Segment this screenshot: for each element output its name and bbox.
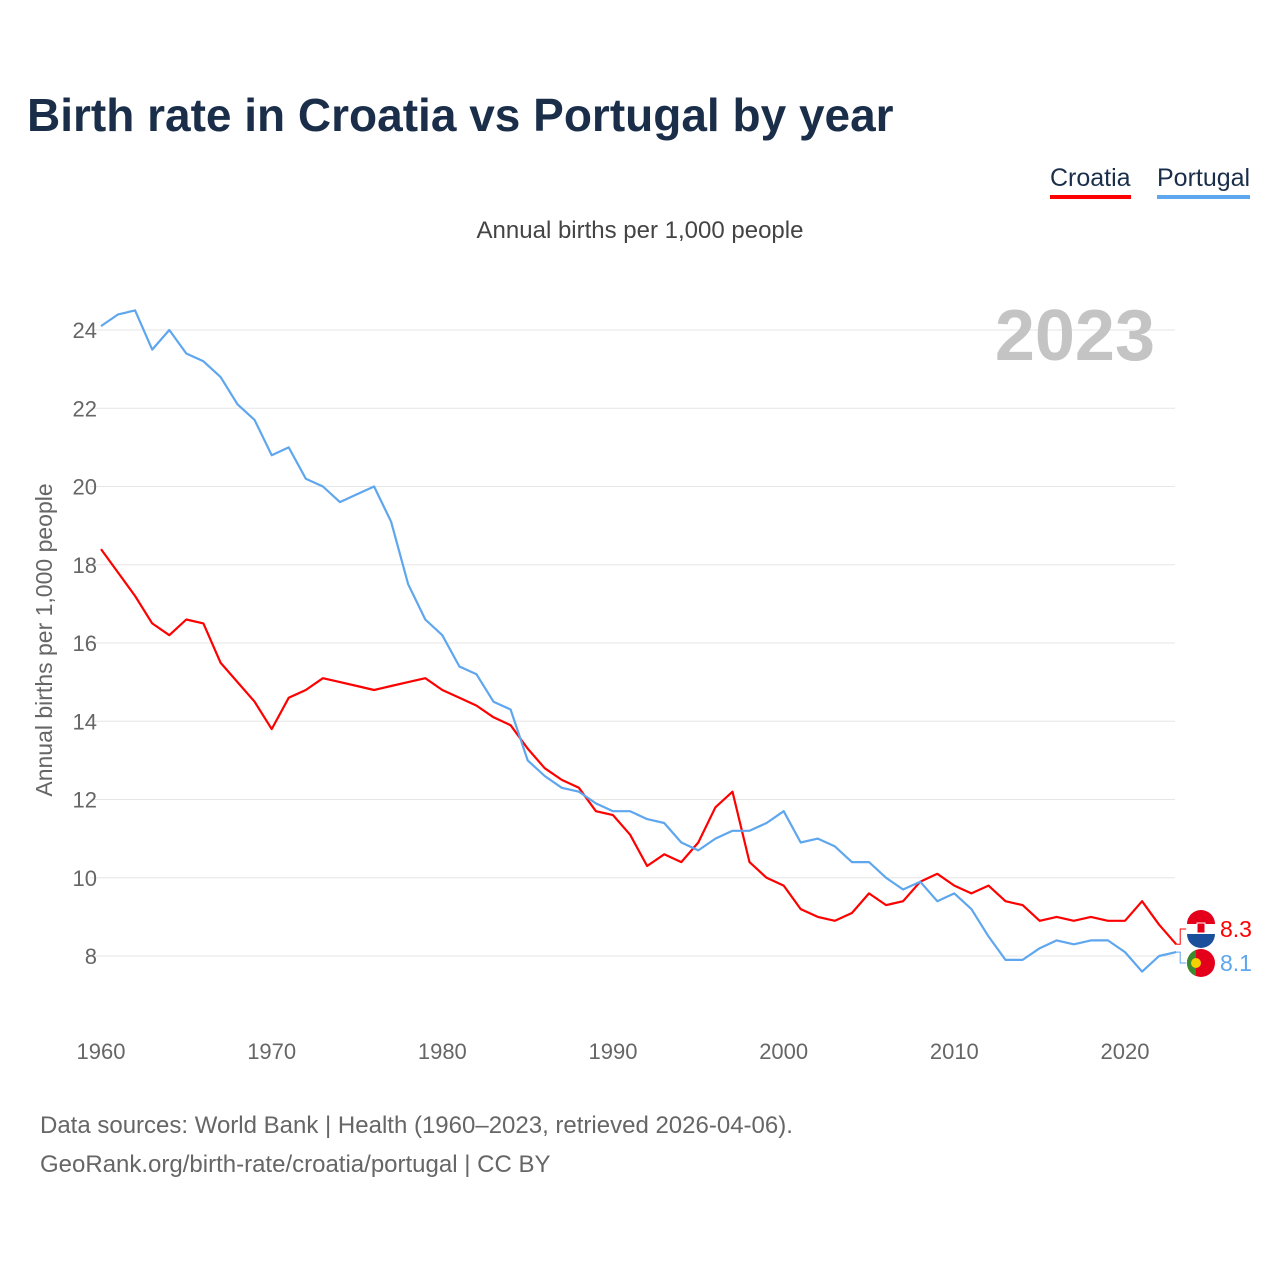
x-tick-label: 1990 [589, 1039, 638, 1064]
y-tick-label: 22 [73, 396, 97, 421]
y-tick-label: 20 [73, 475, 97, 500]
footer: Data sources: World Bank | Health (1960–… [40, 1106, 793, 1184]
x-tick-label: 2000 [759, 1039, 808, 1064]
footer-link[interactable]: GeoRank.org/birth-rate/croatia/portugal … [40, 1151, 551, 1178]
x-tick-label: 1980 [418, 1039, 467, 1064]
y-tick-label: 14 [73, 709, 97, 734]
end-label-croatia: 8.3 [1220, 916, 1252, 942]
flag-part [1187, 934, 1215, 948]
flag-part [1191, 958, 1201, 968]
x-tick-label: 1960 [77, 1039, 126, 1064]
flag-part [1196, 922, 1206, 934]
y-axis-label: Annual births per 1,000 people [31, 483, 57, 796]
y-tick-label: 12 [73, 788, 97, 813]
chart-subtitle: Annual births per 1,000 people [476, 217, 804, 244]
flag-croatia-icon [1187, 910, 1215, 948]
x-tick-label: 1970 [247, 1039, 296, 1064]
series-line-portugal [100, 309, 1177, 973]
series-line-croatia [100, 548, 1178, 946]
chart-title: Birth rate in Croatia vs Portugal by yea… [27, 89, 894, 141]
y-tick-label: 18 [73, 553, 97, 578]
x-tick-label: 2010 [930, 1039, 979, 1064]
flag-portugal-icon [1186, 949, 1215, 977]
y-tick-label: 24 [73, 318, 97, 343]
legend-croatia[interactable]: Croatia [1050, 164, 1131, 199]
end-label-portugal: 8.1 [1220, 950, 1252, 976]
x-tick-label: 2020 [1101, 1039, 1150, 1064]
year-watermark: 2023 [995, 296, 1155, 376]
y-tick-label: 16 [73, 631, 97, 656]
end-label-connector [1176, 951, 1187, 964]
y-tick-label: 8 [85, 944, 97, 969]
y-tick-label: 10 [73, 866, 97, 891]
flag-part [1187, 910, 1215, 924]
footer-sources: Data sources: World Bank | Health (1960–… [40, 1112, 793, 1139]
end-label-connector [1176, 928, 1187, 945]
legend-portugal[interactable]: Portugal [1157, 164, 1251, 199]
